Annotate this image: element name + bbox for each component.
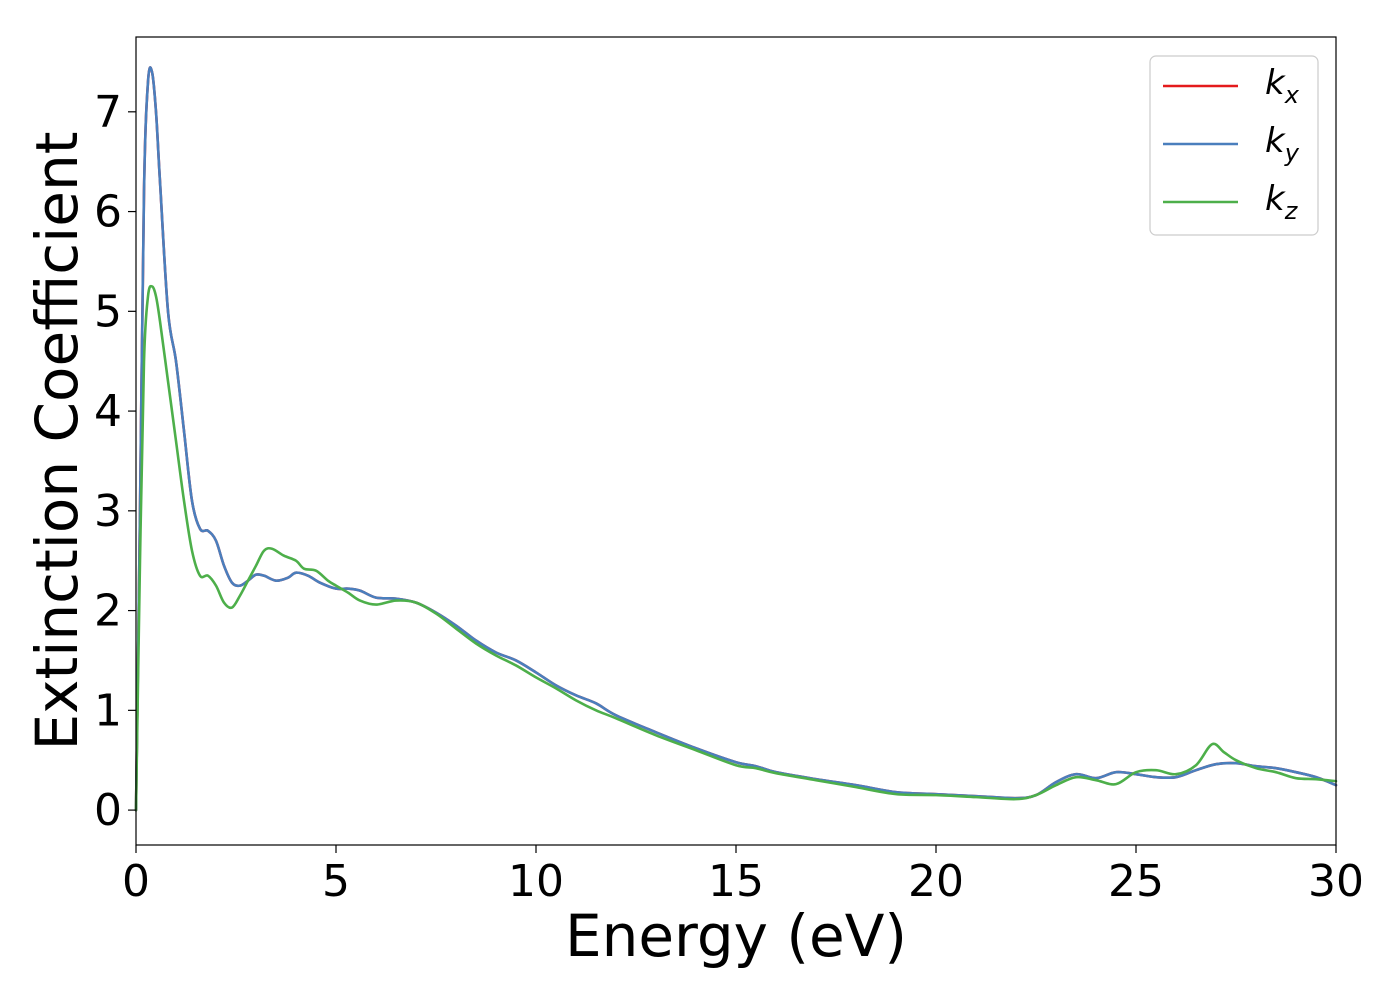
- y-axis: 0 1 2 3 4 5 6 7: [94, 87, 136, 836]
- x-tick-label: 10: [508, 856, 564, 907]
- x-tick-label: 15: [708, 856, 764, 907]
- x-tick-label: 0: [122, 856, 150, 907]
- x-tick-label: 30: [1308, 856, 1364, 907]
- legend-label-ky: ky: [1265, 121, 1300, 167]
- legend: kx ky kz: [1149, 55, 1319, 236]
- y-tick-label: 7: [94, 87, 122, 138]
- y-tick-label: 4: [94, 386, 122, 437]
- y-tick-label: 0: [94, 785, 122, 836]
- x-tick-label: 20: [908, 856, 964, 907]
- legend-label-kz: kz: [1265, 179, 1299, 225]
- x-axis-label: Energy (eV): [565, 902, 907, 970]
- y-tick-label: 5: [94, 286, 122, 337]
- y-tick-label: 6: [94, 187, 122, 238]
- y-tick-label: 1: [94, 685, 122, 736]
- y-tick-label: 3: [94, 486, 122, 537]
- legend-box: [1149, 55, 1319, 236]
- x-tick-label: 5: [322, 856, 350, 907]
- y-tick-label: 2: [94, 586, 122, 637]
- legend-label-kx: kx: [1265, 63, 1300, 109]
- series-line-ky: [134, 66, 1338, 812]
- y-axis-label: Extinction Coefficient: [23, 132, 91, 751]
- x-tick-label: 25: [1108, 856, 1164, 907]
- x-axis: 0 5 10 15 20 25 30: [122, 845, 1364, 907]
- series-layer: [134, 66, 1338, 812]
- series-line-kz: [134, 284, 1338, 812]
